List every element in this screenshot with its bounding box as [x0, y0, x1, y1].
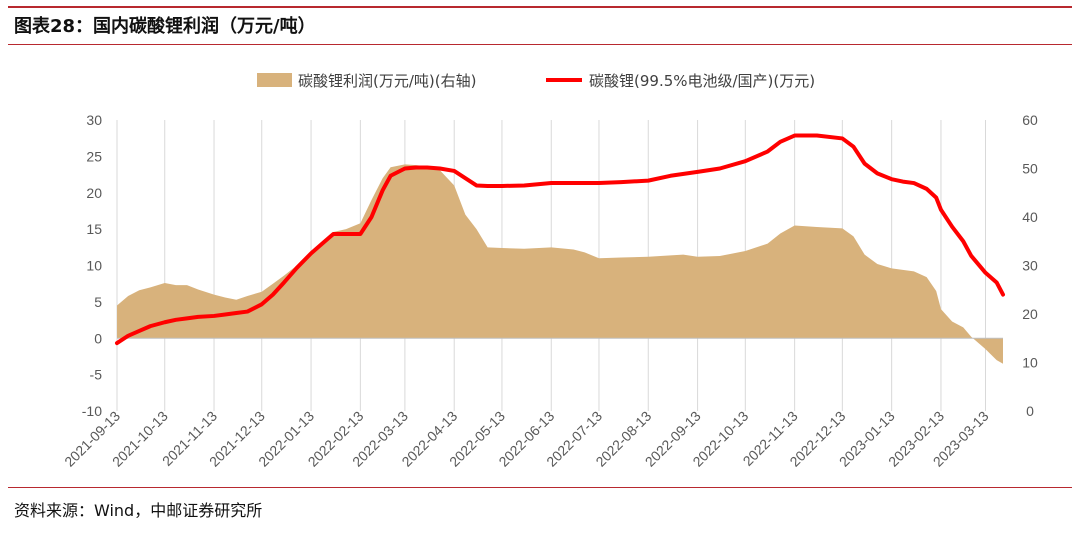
- top-rule: [8, 6, 1072, 8]
- title-rule: [8, 44, 1072, 45]
- y-left-tick-label: 15: [86, 221, 102, 237]
- y-left-tick-label: 0: [94, 330, 102, 346]
- y-left-tick-label: 20: [86, 185, 102, 201]
- source-note: 资料来源：Wind，中邮证券研究所: [14, 501, 263, 520]
- profit-area-series: [117, 164, 1003, 364]
- figure-title: 图表28：国内碳酸锂利润（万元/吨）: [14, 16, 316, 37]
- y-right-tick-label: 60: [1022, 112, 1038, 128]
- price-line-series: [115, 133, 1005, 346]
- profit-price-chart: -10-505101520253001020304050602021-09-13…: [61, 72, 1038, 470]
- y-right-tick-label: 50: [1022, 161, 1038, 177]
- y-left-tick-label: -10: [82, 403, 102, 419]
- bottom-rule: [8, 487, 1072, 488]
- y-left-tick-label: -5: [90, 367, 103, 383]
- y-right-tick-label: 0: [1026, 403, 1034, 419]
- legend-label-price: 碳酸锂(99.5%电池级/国产)(万元): [589, 72, 815, 90]
- y-left-tick-label: 5: [94, 294, 102, 310]
- y-right-tick-label: 20: [1022, 306, 1038, 322]
- y-left-tick-label: 30: [86, 112, 102, 128]
- legend-swatch-profit: [257, 73, 292, 87]
- y-right-tick-label: 10: [1022, 355, 1038, 371]
- y-left-tick-label: 10: [86, 258, 102, 274]
- y-right-tick-label: 30: [1022, 258, 1038, 274]
- legend-label-profit: 碳酸锂利润(万元/吨)(右轴): [298, 72, 476, 90]
- y-left-tick-label: 25: [86, 148, 102, 164]
- y-right-tick-label: 40: [1022, 209, 1038, 225]
